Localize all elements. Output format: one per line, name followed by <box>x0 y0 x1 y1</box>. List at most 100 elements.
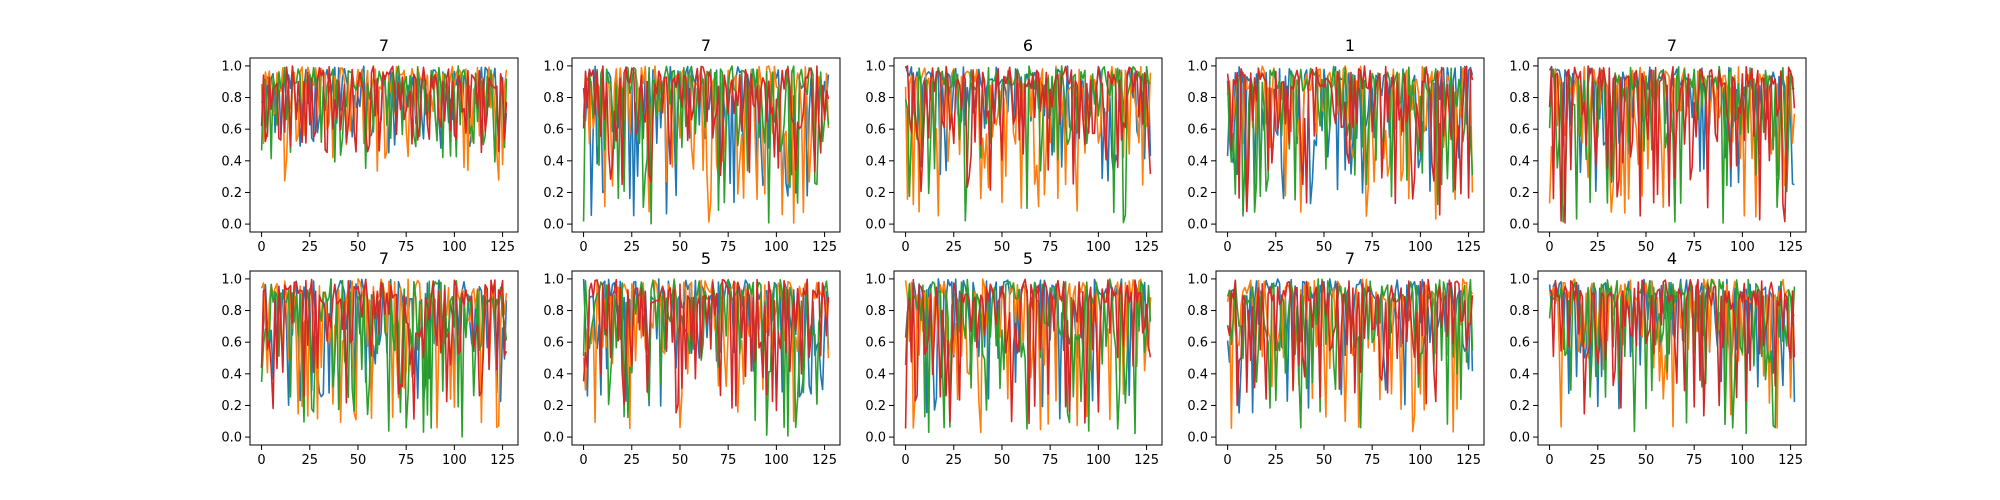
series-group <box>582 278 830 437</box>
x-tick-label: 0 <box>1223 240 1231 255</box>
y-tick-label: 0.6 <box>1187 123 1208 138</box>
series-group <box>1226 65 1474 220</box>
series-line-4 <box>1548 65 1796 224</box>
y-tick-label: 0.2 <box>543 186 564 201</box>
y-tick-label: 0.4 <box>221 367 242 382</box>
x-tick-label: 25 <box>1267 240 1284 255</box>
series-group <box>904 278 1152 435</box>
y-tick-label: 0.4 <box>543 367 564 382</box>
x-tick-label: 25 <box>1589 453 1606 468</box>
x-tick-label: 75 <box>1364 240 1381 255</box>
subplot-title: 6 <box>1023 36 1033 55</box>
x-tick-label: 125 <box>812 453 837 468</box>
series-line-3 <box>1548 278 1796 435</box>
axes-frame <box>1215 270 1485 446</box>
x-tick-label: 75 <box>398 453 415 468</box>
x-tick-label: 0 <box>579 453 587 468</box>
subplot-title: 7 <box>1667 36 1677 55</box>
x-tick-label: 25 <box>1589 240 1606 255</box>
x-tick-label: 75 <box>1686 240 1703 255</box>
axes-frame <box>1537 57 1807 233</box>
y-tick-label: 1.0 <box>221 59 242 74</box>
subplot-2: 0 25 50 75 100 125 0.0 0.2 0.4 0.6 0.8 1.0 7 <box>543 36 841 255</box>
x-tick-label: 0 <box>1545 453 1553 468</box>
y-tick-label: 0.0 <box>221 218 242 233</box>
y-tick-label: 0.8 <box>1187 91 1208 106</box>
x-tick-label: 125 <box>1134 240 1159 255</box>
y-tick-label: 1.0 <box>221 272 242 287</box>
y-tick-label: 1.0 <box>1187 59 1208 74</box>
x-tick-label: 0 <box>901 240 909 255</box>
y-tick-label: 0.4 <box>1509 367 1530 382</box>
series-group <box>260 278 508 438</box>
x-tick-label: 100 <box>1408 240 1433 255</box>
x-tick-label: 75 <box>1042 453 1059 468</box>
x-tick-label: 100 <box>1730 240 1755 255</box>
y-tick-label: 1.0 <box>1187 272 1208 287</box>
subplot-title: 5 <box>701 249 711 268</box>
y-tick-label: 0.6 <box>221 336 242 351</box>
y-tick-label: 0.0 <box>1509 218 1530 233</box>
y-tick-label: 0.0 <box>1187 218 1208 233</box>
x-tick-label: 50 <box>994 240 1011 255</box>
x-tick-label: 125 <box>1778 240 1803 255</box>
x-tick-label: 50 <box>350 453 367 468</box>
x-tick-label: 50 <box>1638 453 1655 468</box>
x-tick-label: 125 <box>1456 240 1481 255</box>
subplot-title: 1 <box>1345 36 1355 55</box>
x-tick-label: 50 <box>672 240 689 255</box>
series-group <box>260 65 508 182</box>
x-tick-label: 50 <box>350 240 367 255</box>
series-line-1 <box>904 65 1152 182</box>
y-tick-label: 0.2 <box>221 186 242 201</box>
x-tick-label: 100 <box>764 453 789 468</box>
series-group <box>1548 65 1796 224</box>
series-group <box>1226 278 1474 433</box>
y-tick-label: 0.8 <box>543 91 564 106</box>
series-line-4 <box>1226 65 1474 216</box>
x-tick-label: 50 <box>1316 453 1333 468</box>
series-group <box>904 65 1152 224</box>
x-tick-label: 100 <box>764 240 789 255</box>
x-tick-label: 75 <box>720 453 737 468</box>
series-line-4 <box>260 278 508 420</box>
axes-frame <box>571 270 841 446</box>
x-tick-label: 75 <box>1364 453 1381 468</box>
x-tick-label: 125 <box>1778 453 1803 468</box>
y-tick-label: 0.2 <box>543 399 564 414</box>
x-tick-label: 100 <box>442 453 467 468</box>
x-tick-label: 100 <box>1086 240 1111 255</box>
x-tick-label: 50 <box>994 453 1011 468</box>
y-tick-label: 0.2 <box>1509 399 1530 414</box>
y-tick-label: 1.0 <box>865 59 886 74</box>
subplot-6: 0 25 50 75 100 125 0.0 0.2 0.4 0.6 0.8 1.0 7 <box>221 249 519 468</box>
subplot-8: 0 25 50 75 100 125 0.0 0.2 0.4 0.6 0.8 1.0 5 <box>865 249 1163 468</box>
axes-frame <box>249 57 519 233</box>
y-tick-label: 0.4 <box>865 154 886 169</box>
x-tick-label: 125 <box>490 240 515 255</box>
y-tick-label: 0.6 <box>1187 336 1208 351</box>
x-tick-label: 0 <box>579 240 587 255</box>
series-line-2 <box>582 65 830 224</box>
axes-frame <box>571 57 841 233</box>
y-tick-label: 0.6 <box>543 123 564 138</box>
subplot-4: 0 25 50 75 100 125 0.0 0.2 0.4 0.6 0.8 1.0 1 <box>1187 36 1485 255</box>
subplot-title: 7 <box>701 36 711 55</box>
x-tick-label: 0 <box>257 453 265 468</box>
y-tick-label: 0.0 <box>543 431 564 446</box>
y-tick-label: 0.0 <box>221 431 242 446</box>
y-tick-label: 0.2 <box>1187 186 1208 201</box>
y-tick-label: 0.4 <box>221 154 242 169</box>
subplot-1: 0 25 50 75 100 125 0.0 0.2 0.4 0.6 0.8 1.0 7 <box>221 36 519 255</box>
y-tick-label: 0.4 <box>865 367 886 382</box>
subplot-5: 0 25 50 75 100 125 0.0 0.2 0.4 0.6 0.8 1.0 7 <box>1509 36 1807 255</box>
y-tick-label: 0.2 <box>865 399 886 414</box>
x-tick-label: 25 <box>1267 453 1284 468</box>
x-tick-label: 75 <box>398 240 415 255</box>
y-tick-label: 0.2 <box>865 186 886 201</box>
subplot-title: 7 <box>379 249 389 268</box>
x-tick-label: 75 <box>720 240 737 255</box>
y-tick-label: 0.8 <box>1187 304 1208 319</box>
subplot-title: 7 <box>379 36 389 55</box>
